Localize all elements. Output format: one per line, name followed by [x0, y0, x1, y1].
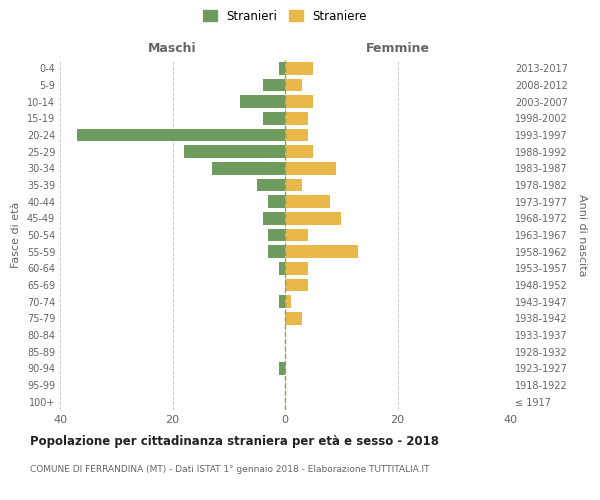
Bar — [285, 279, 308, 291]
Bar — [280, 362, 285, 374]
Bar — [263, 79, 285, 92]
Bar — [285, 229, 308, 241]
Bar — [280, 262, 285, 274]
Bar — [285, 246, 358, 258]
Bar — [285, 129, 308, 141]
Y-axis label: Anni di nascita: Anni di nascita — [577, 194, 587, 276]
Bar — [268, 246, 285, 258]
Bar — [280, 62, 285, 74]
Bar — [285, 79, 302, 92]
Bar — [240, 96, 285, 108]
Bar — [184, 146, 285, 158]
Text: COMUNE DI FERRANDINA (MT) - Dati ISTAT 1° gennaio 2018 - Elaborazione TUTTITALIA: COMUNE DI FERRANDINA (MT) - Dati ISTAT 1… — [30, 465, 430, 474]
Bar — [285, 262, 308, 274]
Bar — [268, 229, 285, 241]
Bar — [285, 96, 313, 108]
Y-axis label: Fasce di età: Fasce di età — [11, 202, 21, 268]
Bar — [285, 212, 341, 224]
Bar — [285, 296, 290, 308]
Bar — [212, 162, 285, 174]
Bar — [285, 146, 313, 158]
Bar — [285, 162, 335, 174]
Bar — [263, 112, 285, 124]
Legend: Stranieri, Straniere: Stranieri, Straniere — [199, 6, 371, 26]
Text: Maschi: Maschi — [148, 42, 197, 55]
Bar — [263, 212, 285, 224]
Bar — [285, 112, 308, 124]
Bar — [285, 62, 313, 74]
Bar — [285, 196, 330, 208]
Text: Femmine: Femmine — [365, 42, 430, 55]
Bar — [285, 179, 302, 192]
Bar — [280, 296, 285, 308]
Bar — [77, 129, 285, 141]
Text: Popolazione per cittadinanza straniera per età e sesso - 2018: Popolazione per cittadinanza straniera p… — [30, 435, 439, 448]
Bar — [285, 312, 302, 324]
Bar — [257, 179, 285, 192]
Bar — [268, 196, 285, 208]
